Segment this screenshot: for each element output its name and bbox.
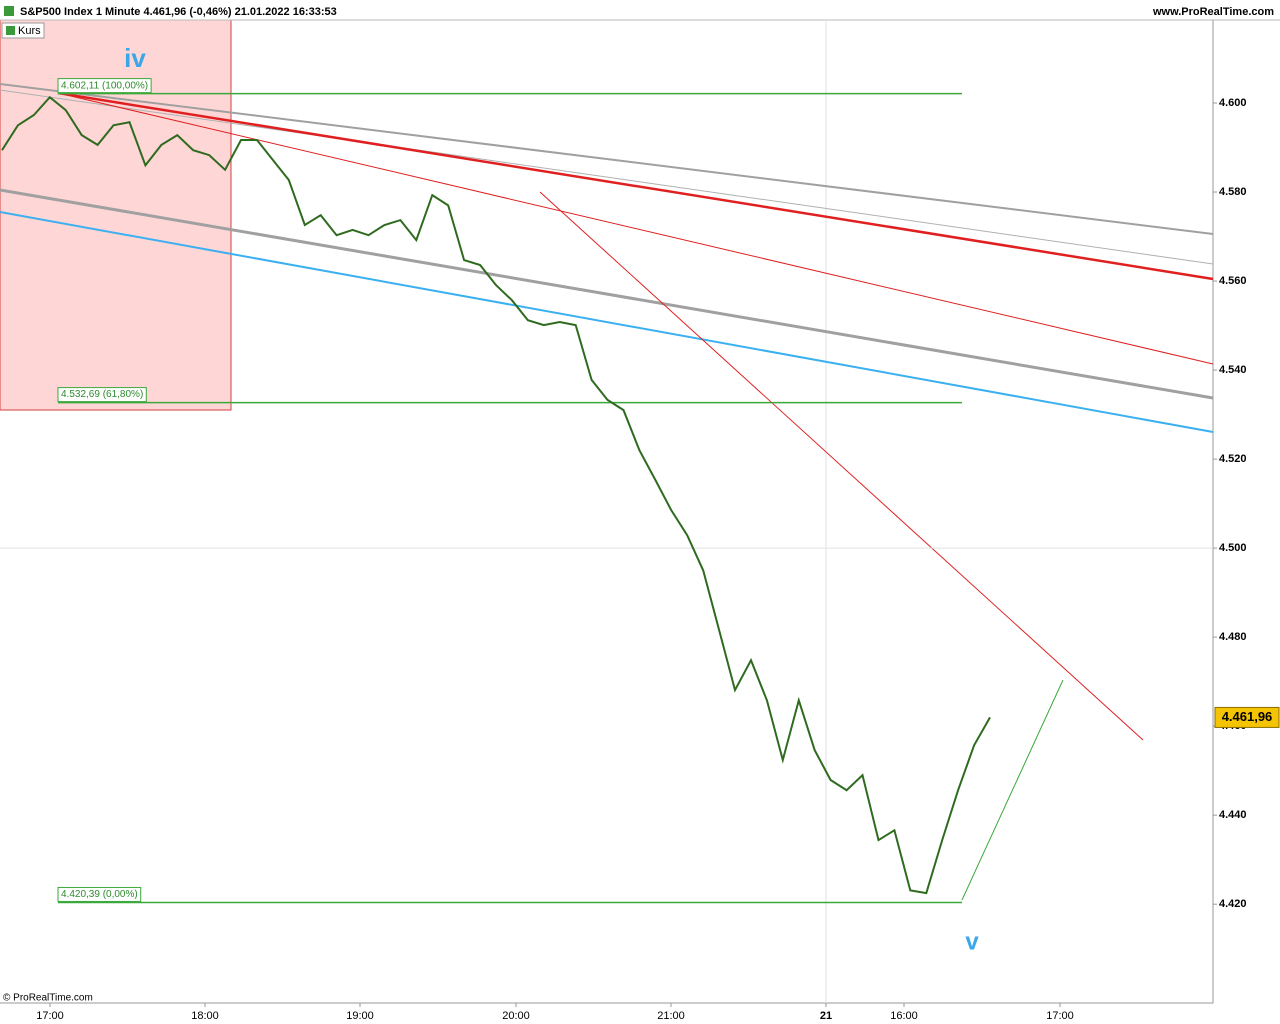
plot [0, 92, 1213, 904]
y-tick-label: 4.480 [1219, 631, 1247, 643]
fib-label: 4.602,11 (100,00%) [61, 80, 148, 91]
price-line [1, 95, 991, 895]
x-tick-label: 17:00 [1046, 1010, 1074, 1022]
copyright: © ProRealTime.com [3, 993, 93, 1004]
last-price-label: 4.461,96 [1222, 709, 1273, 724]
x-tick-label: 21 [820, 1010, 832, 1022]
fib-label: 4.532,69 (61,80%) [61, 389, 143, 400]
y-tick-label: 4.580 [1219, 186, 1247, 198]
y-tick-label: 4.520 [1219, 453, 1247, 465]
legend-swatch [6, 26, 15, 35]
x-tick-label: 18:00 [191, 1010, 219, 1022]
x-tick-label: 20:00 [502, 1010, 530, 1022]
x-tick-label: 19:00 [346, 1010, 374, 1022]
logo-icon [4, 6, 14, 16]
trend-line [57, 92, 1214, 365]
trend-line [0, 83, 1214, 235]
wave-label: v [965, 928, 979, 955]
y-tick-label: 4.440 [1219, 809, 1247, 821]
wave-label: iv [124, 43, 146, 73]
y-tick-label: 4.420 [1219, 898, 1247, 910]
x-tick-label: 21:00 [657, 1010, 685, 1022]
trend-line [0, 188, 1214, 400]
source: www.ProRealTime.com [1152, 6, 1274, 18]
y-tick-label: 4.500 [1219, 542, 1247, 554]
fib-label-box [57, 387, 147, 403]
y-tick-label: 4.600 [1219, 97, 1247, 109]
fib-label-box [57, 78, 152, 94]
legend-label: Kurs [18, 25, 41, 37]
trend-line [0, 211, 1214, 433]
y-tick-label: 4.540 [1219, 364, 1247, 376]
trend-line [961, 679, 1064, 901]
last-price-box [1214, 706, 1280, 728]
fib-label: 4.420,39 (0,00%) [61, 889, 138, 900]
chart-title: S&P500 Index 1 Minute 4.461,96 (-0,46%) … [20, 6, 337, 18]
x-tick-label: 17:00 [36, 1010, 64, 1022]
fib-label-box [57, 886, 142, 902]
trend-line [57, 91, 1214, 281]
y-tick-label: 4.560 [1219, 275, 1247, 287]
trend-line [539, 191, 1144, 741]
x-tick-label: 16:00 [890, 1010, 918, 1022]
trend-line [0, 89, 1214, 265]
